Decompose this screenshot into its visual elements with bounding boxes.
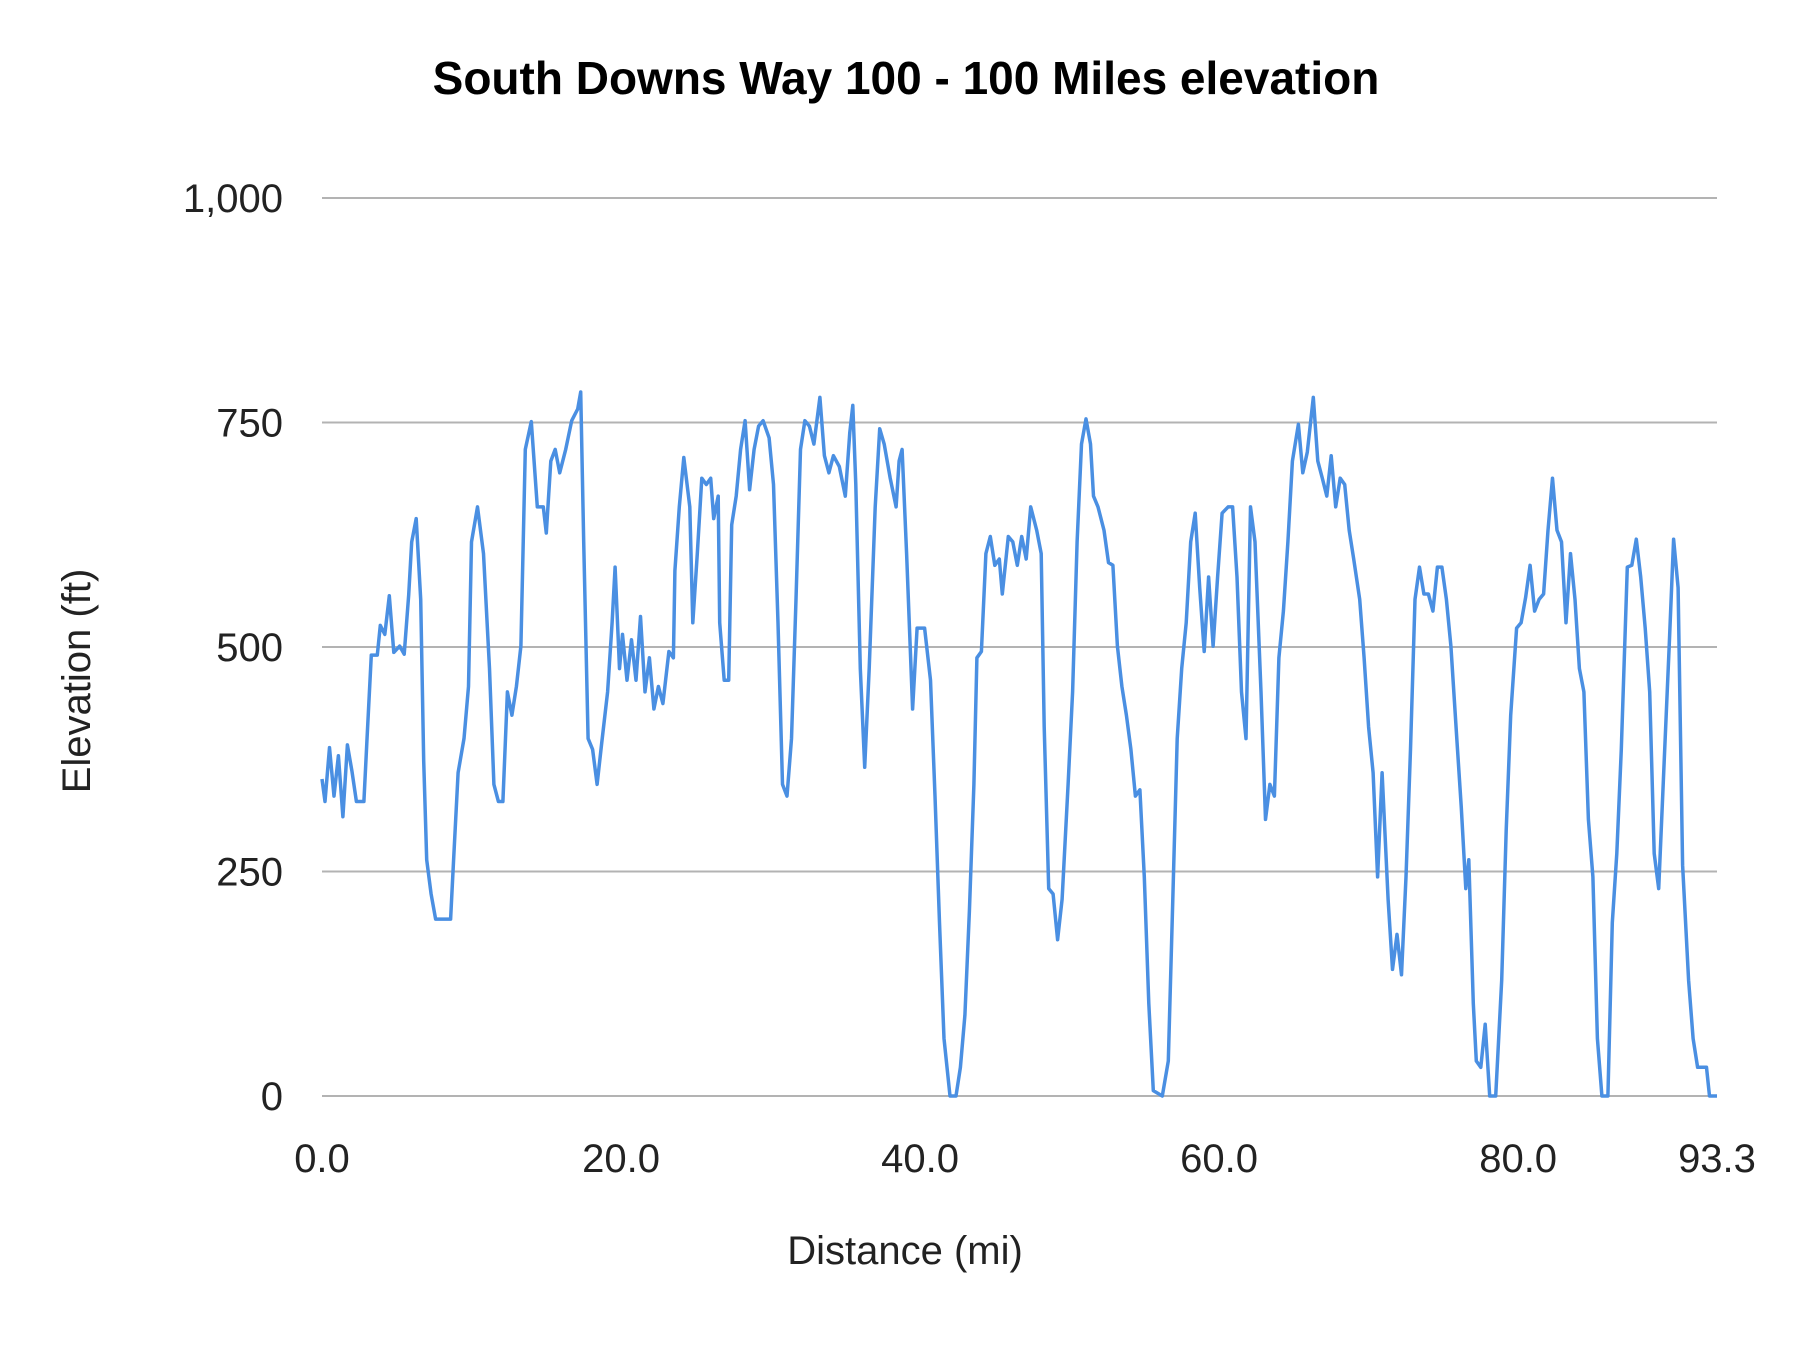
y-tick-label: 1,000 bbox=[183, 177, 283, 221]
y-axis-title: Elevation (ft) bbox=[55, 569, 99, 794]
gridlines bbox=[322, 197, 1717, 1097]
x-axis-title: Distance (mi) bbox=[787, 1229, 1023, 1273]
x-tick-label: 20.0 bbox=[582, 1137, 660, 1181]
x-tick-label: 80.0 bbox=[1479, 1137, 1557, 1181]
y-tick-label: 750 bbox=[216, 402, 283, 446]
elevation-line bbox=[320, 390, 1717, 1098]
y-tick-label: 0 bbox=[261, 1075, 283, 1119]
x-tick-label: 93.3 bbox=[1678, 1137, 1756, 1181]
x-tick-label: 60.0 bbox=[1180, 1137, 1258, 1181]
x-tick-label: 0.0 bbox=[294, 1137, 350, 1181]
chart-title: South Downs Way 100 - 100 Miles elevatio… bbox=[433, 52, 1380, 104]
y-tick-label: 250 bbox=[216, 851, 283, 895]
y-tick-labels: 0 250 500 750 1,000 bbox=[183, 177, 283, 1119]
x-tick-label: 40.0 bbox=[881, 1137, 959, 1181]
y-tick-label: 500 bbox=[216, 626, 283, 670]
x-tick-labels: 0.0 20.0 40.0 60.0 80.0 93.3 bbox=[294, 1137, 1756, 1181]
